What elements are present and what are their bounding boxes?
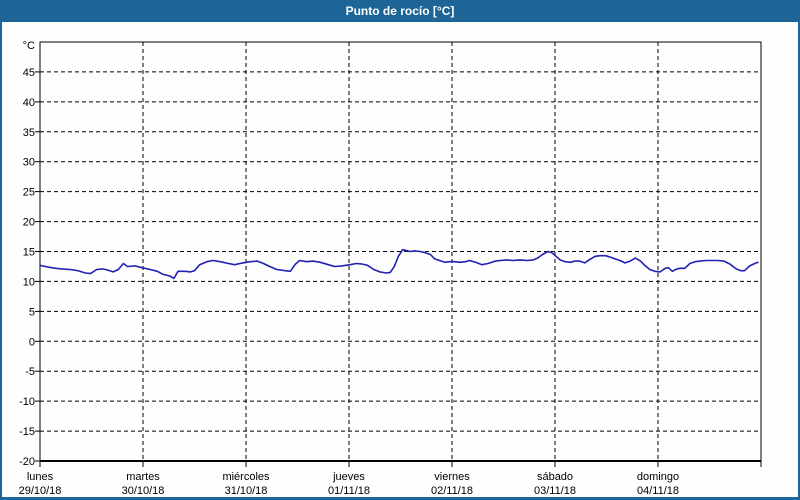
y-tick-label: 20 xyxy=(23,217,35,229)
y-tick-label: 35 xyxy=(23,127,35,139)
day-label: lunes xyxy=(27,471,54,483)
day-label: jueves xyxy=(332,471,365,483)
date-label: 30/10/18 xyxy=(122,485,165,497)
y-tick-label: -15 xyxy=(19,426,35,438)
date-label: 29/10/18 xyxy=(19,485,62,497)
day-label: martes xyxy=(126,471,160,483)
day-label: viernes xyxy=(434,471,470,483)
day-label: sábado xyxy=(537,471,573,483)
y-tick-label: 10 xyxy=(23,276,35,288)
date-label: 03/11/18 xyxy=(534,485,576,497)
y-tick-label: -20 xyxy=(19,456,35,468)
window-content-bg xyxy=(2,22,798,497)
y-tick-label: 5 xyxy=(29,306,35,318)
y-tick-label: 45 xyxy=(23,67,35,79)
day-label: miércoles xyxy=(222,471,270,483)
date-label: 02/11/18 xyxy=(431,485,473,497)
y-tick-label: 40 xyxy=(23,97,35,109)
day-label: domingo xyxy=(637,471,679,483)
y-axis-unit-label: °C xyxy=(23,40,35,52)
y-tick-label: -10 xyxy=(19,396,35,408)
y-tick-label: 30 xyxy=(23,157,35,169)
window-title: Punto de rocío [°C] xyxy=(345,4,455,18)
y-tick-label: 15 xyxy=(23,247,35,259)
window-title-bar: Punto de rocío [°C] xyxy=(0,0,800,22)
y-tick-label: 0 xyxy=(29,336,35,348)
dew-point-line xyxy=(39,248,759,280)
y-tick-label: -5 xyxy=(25,366,35,378)
y-tick-label: 25 xyxy=(23,187,35,199)
date-label: 04/11/18 xyxy=(637,485,679,497)
date-label: 31/10/18 xyxy=(225,485,268,497)
date-label: 01/11/18 xyxy=(328,485,370,497)
